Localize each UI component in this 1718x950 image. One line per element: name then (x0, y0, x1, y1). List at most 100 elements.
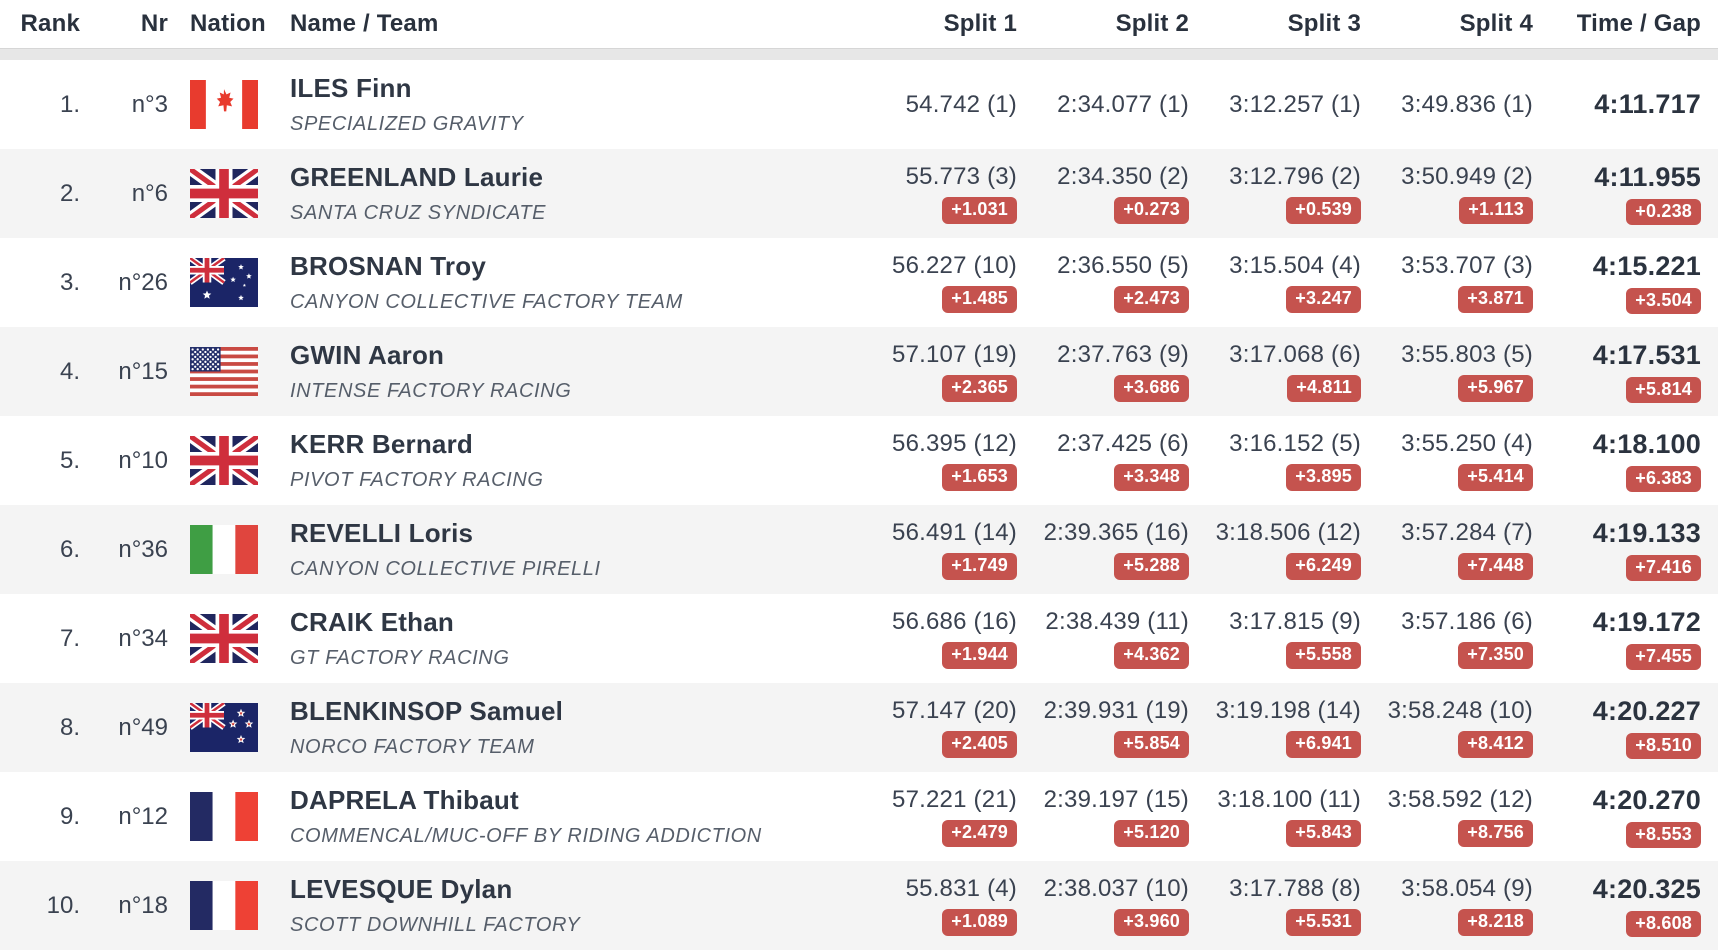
split-time: 54.742 (1) (905, 90, 1017, 118)
nation-cell (168, 881, 280, 930)
table-row[interactable]: 1. n°3 ILES Finn SPECIALIZED GRAVITY 54.… (0, 60, 1718, 149)
table-header: Rank Nr Nation Name / Team Split 1 Split… (0, 0, 1718, 48)
gap-badge: +5.531 (1286, 909, 1361, 936)
gap-badge: +1.749 (942, 553, 1017, 580)
split-time: 2:36.550 (5) (1057, 252, 1189, 280)
table-row[interactable]: 10. n°18 LEVESQUE Dylan SCOTT DOWNHILL F… (0, 861, 1718, 950)
total-time-cell: 4:20.227 +8.510 (1533, 696, 1718, 760)
gap-badge: +6.249 (1286, 553, 1361, 580)
split2-cell: 2:34.077 (1) (1017, 91, 1189, 119)
table-row[interactable]: 2. n°6 GREENLAND Laurie SANTA CRUZ SYNDI… (0, 149, 1718, 238)
name-team-cell: GWIN Aaron INTENSE FACTORY RACING (280, 340, 845, 403)
split-time: 2:37.763 (9) (1057, 341, 1189, 369)
split-time: 55.773 (3) (905, 163, 1017, 191)
split3-cell: 3:16.152 (5) +3.895 (1189, 430, 1361, 491)
split2-cell: 2:37.425 (6) +3.348 (1017, 430, 1189, 491)
nation-cell (168, 80, 280, 129)
team-name: PIVOT FACTORY RACING (290, 469, 544, 491)
bib-number: n°36 (118, 535, 168, 563)
split-time: 56.686 (16) (892, 608, 1017, 636)
name-team-cell: GREENLAND Laurie SANTA CRUZ SYNDICATE (280, 162, 845, 225)
split4-cell: 3:58.054 (9) +8.218 (1361, 875, 1533, 936)
table-row[interactable]: 6. n°36 REVELLI Loris CANYON COLLECTIVE … (0, 505, 1718, 594)
split-time: 57.107 (19) (892, 341, 1017, 369)
team-name: GT FACTORY RACING (290, 647, 510, 669)
split4-cell: 3:57.186 (6) +7.350 (1361, 608, 1533, 669)
table-row[interactable]: 4. n°15 GWIN Aaron INTENSE FACTORY RACIN… (0, 327, 1718, 416)
gap-badge: +5.414 (1458, 464, 1533, 491)
nation-cell (168, 169, 280, 218)
nation-cell (168, 614, 280, 663)
gap-badge: +7.416 (1626, 554, 1701, 582)
split-time: 57.221 (21) (892, 786, 1017, 814)
table-row[interactable]: 7. n°34 CRAIK Ethan GT FACTORY RACING 56… (0, 594, 1718, 683)
gap-badge: +5.814 (1626, 376, 1701, 404)
gap-badge: +1.653 (942, 464, 1017, 491)
gap-badge: +5.843 (1286, 820, 1361, 847)
total-time: 4:20.227 (1592, 695, 1701, 726)
nation-cell (168, 525, 280, 574)
gap-badge: +3.504 (1626, 287, 1701, 315)
split1-cell: 57.221 (21) +2.479 (845, 786, 1017, 847)
split2-cell: 2:36.550 (5) +2.473 (1017, 252, 1189, 313)
gap-badge: +1.031 (942, 197, 1017, 224)
column-header-split2: Split 2 (1115, 10, 1189, 37)
team-name: NORCO FACTORY TEAM (290, 736, 535, 758)
split-time: 3:17.788 (8) (1229, 875, 1361, 903)
gap-badge: +4.362 (1114, 642, 1189, 669)
gap-badge: +8.218 (1458, 909, 1533, 936)
split4-cell: 3:55.803 (5) +5.967 (1361, 341, 1533, 402)
table-row[interactable]: 9. n°12 DAPRELA Thibaut COMMENCAL/MUC-OF… (0, 772, 1718, 861)
column-header-split4: Split 4 (1459, 10, 1533, 37)
gap-badge: +3.247 (1286, 286, 1361, 313)
rank-cell: 6. (59, 535, 80, 563)
nation-flag-fr-icon (190, 792, 280, 841)
name-team-cell: BLENKINSOP Samuel NORCO FACTORY TEAM (280, 696, 845, 759)
gap-badge: +1.485 (942, 286, 1017, 313)
nation-cell (168, 703, 280, 752)
gap-badge: +8.412 (1458, 731, 1533, 758)
table-row[interactable]: 3. n°26 BROSNAN Troy CANYON COLLECTIVE F… (0, 238, 1718, 327)
split4-cell: 3:58.592 (12) +8.756 (1361, 786, 1533, 847)
split-time: 2:34.077 (1) (1057, 90, 1189, 118)
split3-cell: 3:12.257 (1) (1189, 91, 1361, 119)
total-time-cell: 4:11.955 +0.238 (1533, 162, 1718, 226)
header-divider (0, 48, 1718, 60)
team-name: CANYON COLLECTIVE PIRELLI (290, 558, 601, 580)
nation-flag-nz-icon (190, 703, 280, 752)
total-time: 4:11.955 (1594, 161, 1701, 192)
gap-badge: +1.089 (942, 909, 1017, 936)
gap-badge: +5.288 (1114, 553, 1189, 580)
split-time: 3:17.068 (6) (1229, 341, 1361, 369)
gap-badge: +3.871 (1458, 286, 1533, 313)
split-time: 3:15.504 (4) (1229, 252, 1361, 280)
split-time: 3:50.949 (2) (1401, 163, 1533, 191)
gap-badge: +5.967 (1458, 375, 1533, 402)
split4-cell: 3:49.836 (1) (1361, 91, 1533, 119)
gap-badge: +1.113 (1459, 197, 1533, 224)
rider-name: CRAIK Ethan (290, 607, 454, 637)
split4-cell: 3:50.949 (2) +1.113 (1361, 163, 1533, 224)
column-header-split1: Split 1 (943, 10, 1017, 37)
name-team-cell: REVELLI Loris CANYON COLLECTIVE PIRELLI (280, 518, 845, 581)
column-header-rank: Rank (20, 10, 80, 37)
column-header-name-team: Name / Team (290, 10, 439, 37)
rank-cell: 2. (59, 179, 80, 207)
nation-cell (168, 258, 280, 307)
rank-cell: 4. (59, 357, 80, 385)
rider-name: GREENLAND Laurie (290, 162, 544, 192)
column-header-nation: Nation (190, 10, 266, 37)
rank-cell: 10. (46, 891, 80, 919)
column-header-time-gap: Time / Gap (1576, 10, 1701, 37)
rank-cell: 9. (59, 802, 80, 830)
gap-badge: +3.895 (1286, 464, 1361, 491)
total-time: 4:15.221 (1592, 250, 1701, 281)
table-row[interactable]: 8. n°49 BLENKINSOP Samuel NORCO FACTORY … (0, 683, 1718, 772)
split4-cell: 3:53.707 (3) +3.871 (1361, 252, 1533, 313)
column-header-nr: Nr (140, 10, 168, 37)
table-row[interactable]: 5. n°10 KERR Bernard PIVOT FACTORY RACIN… (0, 416, 1718, 505)
bib-number: n°6 (131, 179, 168, 207)
split-time: 56.491 (14) (892, 519, 1017, 547)
name-team-cell: CRAIK Ethan GT FACTORY RACING (280, 607, 845, 670)
